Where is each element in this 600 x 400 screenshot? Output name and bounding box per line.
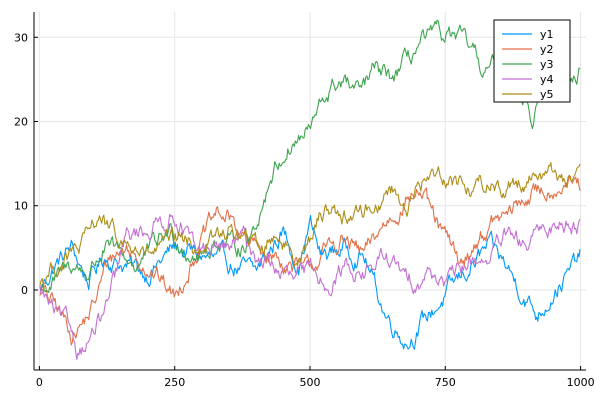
legend-label-y3: y3 xyxy=(540,58,554,71)
tick-labels: 0 250 500 750 1000 0 10 20 30 xyxy=(14,31,595,389)
series-line-y3 xyxy=(39,19,581,293)
x-tick-label-2: 500 xyxy=(300,376,321,389)
legend-label-y4: y4 xyxy=(540,73,554,86)
series-line-y5 xyxy=(39,161,581,286)
y-tick-label-1: 10 xyxy=(14,200,28,213)
y-tick-label-2: 20 xyxy=(14,116,28,129)
series-line-y2 xyxy=(39,175,581,346)
legend: y1 y2 y3 y4 y5 xyxy=(493,19,571,103)
y-tick-label-0: 0 xyxy=(21,284,28,297)
x-tick-label-3: 750 xyxy=(435,376,456,389)
series-line-y4 xyxy=(39,213,581,361)
y-tick-label-3: 30 xyxy=(14,31,28,44)
legend-label-y1: y1 xyxy=(540,28,554,41)
x-tick-label-1: 250 xyxy=(164,376,185,389)
legend-label-y2: y2 xyxy=(540,43,554,56)
series-line-y1 xyxy=(39,215,581,350)
series-lines xyxy=(39,19,581,361)
grid-lines xyxy=(34,12,586,370)
x-tick-label-0: 0 xyxy=(36,376,43,389)
legend-label-y5: y5 xyxy=(540,88,554,101)
x-tick-label-4: 1000 xyxy=(567,376,595,389)
legend-box xyxy=(493,19,571,103)
axes xyxy=(33,12,586,371)
